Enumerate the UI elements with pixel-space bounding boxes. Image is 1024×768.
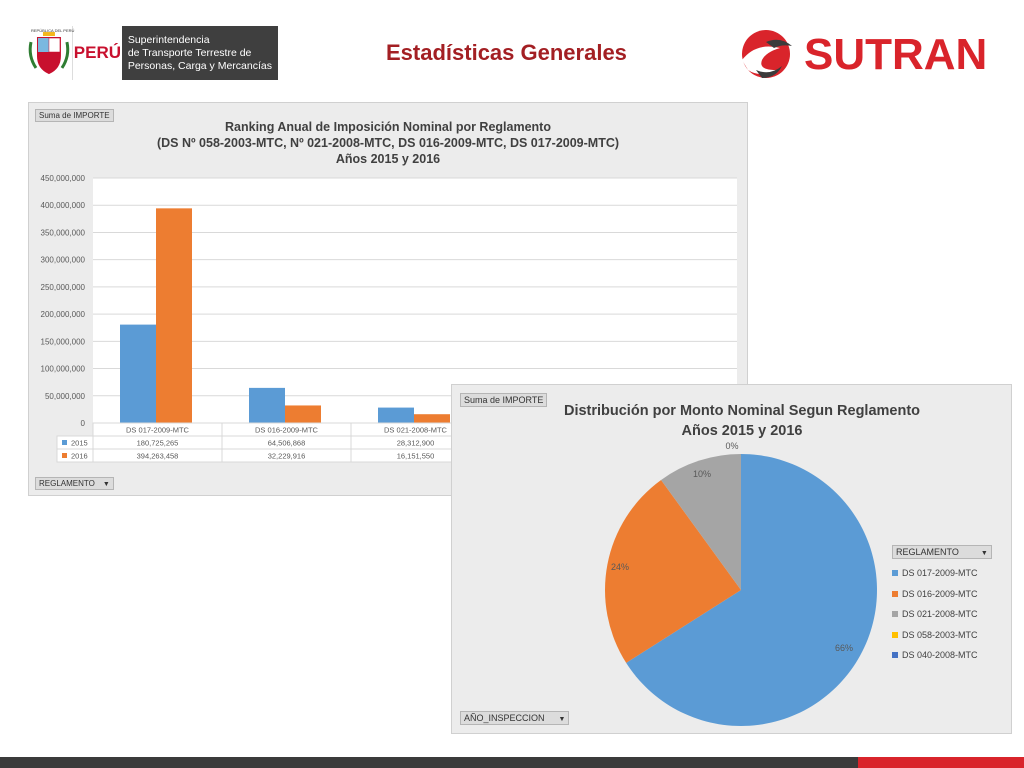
legend-swatch (892, 631, 898, 638)
dropdown-arrow-icon: ▼ (102, 481, 110, 488)
seal-text: REPÚBLICA DEL PERÚ (31, 28, 75, 33)
sum-importe-field-button-2[interactable]: Suma de IMPORTE (460, 393, 548, 407)
sum-importe-field-label-2: Suma de IMPORTE (464, 395, 544, 405)
bar-title-line-3: Años 2015 y 2016 (335, 152, 441, 166)
legend-swatch (892, 570, 898, 577)
legend-swatch (892, 590, 898, 597)
pie-chart-title: Distribución por Monto Nominal Segun Reg… (542, 401, 942, 441)
data-label: 394,263,458 (137, 452, 179, 461)
category-label: DS 021-2008-MTC (384, 426, 448, 435)
legend-item: DS 040-2008-MTC (892, 645, 990, 666)
ano-inspeccion-filter-label: AÑO_INSPECCION (464, 713, 545, 723)
y-tick-label: 150,000,000 (41, 337, 86, 346)
legend-item: DS 021-2008-MTC (892, 604, 990, 625)
pie-title-line-2: Años 2015 y 2016 (681, 423, 803, 439)
series-swatch (62, 453, 67, 458)
pie-data-label: 0% (725, 441, 738, 451)
pie-data-label: 10% (693, 469, 711, 479)
dropdown-arrow-icon: ▼ (980, 550, 988, 557)
category-label: DS 017-2009-MTC (126, 426, 190, 435)
series-name: 2015 (71, 439, 88, 448)
plot-area (93, 178, 737, 423)
series-swatch (62, 440, 67, 445)
reglamento-filter-button[interactable]: REGLAMENTO ▼ (35, 477, 114, 490)
legend-label: DS 058-2003-MTC (902, 629, 978, 640)
legend-label: DS 016-2009-MTC (902, 588, 978, 599)
reglamento-filter-label: REGLAMENTO (39, 479, 95, 488)
government-agency-name: Superintendencia de Transporte Terrestre… (121, 26, 278, 80)
pie-chart: 66% 24% 10% 0% (605, 441, 877, 726)
category-label: DS 016-2009-MTC (255, 426, 319, 435)
bar-title-line-1: Ranking Anual de Imposición Nominal por … (225, 120, 551, 134)
data-label: 32,229,916 (268, 452, 306, 461)
y-tick-label: 0 (81, 419, 86, 428)
agency-line-2: de Transporte Terrestre de (127, 46, 252, 59)
pie-chart-panel: Suma de IMPORTE Distribución por Monto N… (451, 384, 1012, 734)
legend-field-label: REGLAMENTO (896, 547, 959, 557)
legend-item: DS 058-2003-MTC (892, 625, 990, 646)
legend-item: DS 016-2009-MTC (892, 584, 990, 605)
sutran-wordmark: SUTRAN (804, 30, 988, 79)
page-title: Estadísticas Generales (386, 40, 627, 65)
dropdown-arrow-icon: ▼ (558, 716, 566, 723)
pie-data-label: 24% (611, 562, 629, 572)
agency-line-1: Superintendencia (127, 33, 210, 46)
y-tick-label: 200,000,000 (41, 310, 86, 319)
legend-swatch (892, 652, 898, 659)
pie-slice-2 (605, 479, 741, 663)
pie-legend: REGLAMENTO ▼ DS 017-2009-MTC DS 016-2009-M… (892, 542, 992, 666)
y-tick-label: 50,000,000 (45, 392, 86, 401)
footer-bar (0, 757, 1024, 768)
peru-coat-of-arms-icon (26, 26, 72, 80)
y-tick-label: 250,000,000 (41, 283, 86, 292)
bar-2016-2 (285, 405, 321, 423)
y-tick-label: 450,000,000 (41, 174, 86, 183)
bar-2015-3 (378, 407, 414, 423)
footer-accent (858, 757, 1024, 768)
sum-importe-field-label: Suma de IMPORTE (39, 111, 110, 120)
bar-2016-1 (156, 208, 192, 423)
government-logo: PERÚ Superintendencia de Transporte Terr… (26, 26, 278, 80)
data-label: 180,725,265 (137, 439, 179, 448)
y-tick-label: 300,000,000 (41, 256, 86, 265)
series-name: 2016 (71, 452, 88, 461)
bar-2015-2 (249, 387, 285, 423)
legend-label: DS 021-2008-MTC (902, 609, 978, 620)
agency-line-3: Personas, Carga y Mercancías (127, 59, 272, 72)
legend-items: DS 017-2009-MTC DS 016-2009-MTC DS 021-200… (892, 563, 990, 666)
bar-2015-1 (120, 324, 156, 423)
data-label: 64,506,868 (268, 439, 306, 448)
pie-title-line-1: Distribución por Monto Nominal Segun Reg… (563, 403, 921, 419)
legend-swatch (892, 611, 898, 618)
legend-label: DS 040-2008-MTC (902, 650, 978, 661)
sum-importe-field-button[interactable]: Suma de IMPORTE (35, 109, 114, 122)
peru-label: PERÚ (71, 26, 122, 80)
y-tick-label: 350,000,000 (41, 228, 86, 237)
data-label: 28,312,900 (397, 439, 435, 448)
pie-slice-1 (626, 454, 877, 726)
sutran-emblem-icon (742, 30, 792, 78)
reglamento-legend-filter-button[interactable]: REGLAMENTO ▼ (892, 545, 992, 559)
ano-inspeccion-filter-button[interactable]: AÑO_INSPECCION ▼ (460, 711, 570, 725)
bar-2016-3 (414, 414, 450, 423)
pie-slice-3 (661, 454, 741, 590)
legend-label: DS 017-2009-MTC (902, 568, 978, 579)
data-label: 16,151,550 (397, 452, 435, 461)
y-tick-label: 400,000,000 (41, 201, 86, 210)
pie-data-label: 66% (835, 643, 853, 653)
bar-title-line-2: (DS Nº 058-2003-MTC, Nº 021-2008-MTC, DS… (156, 136, 620, 150)
legend-item: DS 017-2009-MTC (892, 563, 990, 584)
bar-chart-title: Ranking Anual de Imposición Nominal por … (29, 119, 747, 167)
sutran-logo: SUTRAN (736, 26, 996, 82)
y-tick-label: 100,000,000 (41, 365, 86, 374)
